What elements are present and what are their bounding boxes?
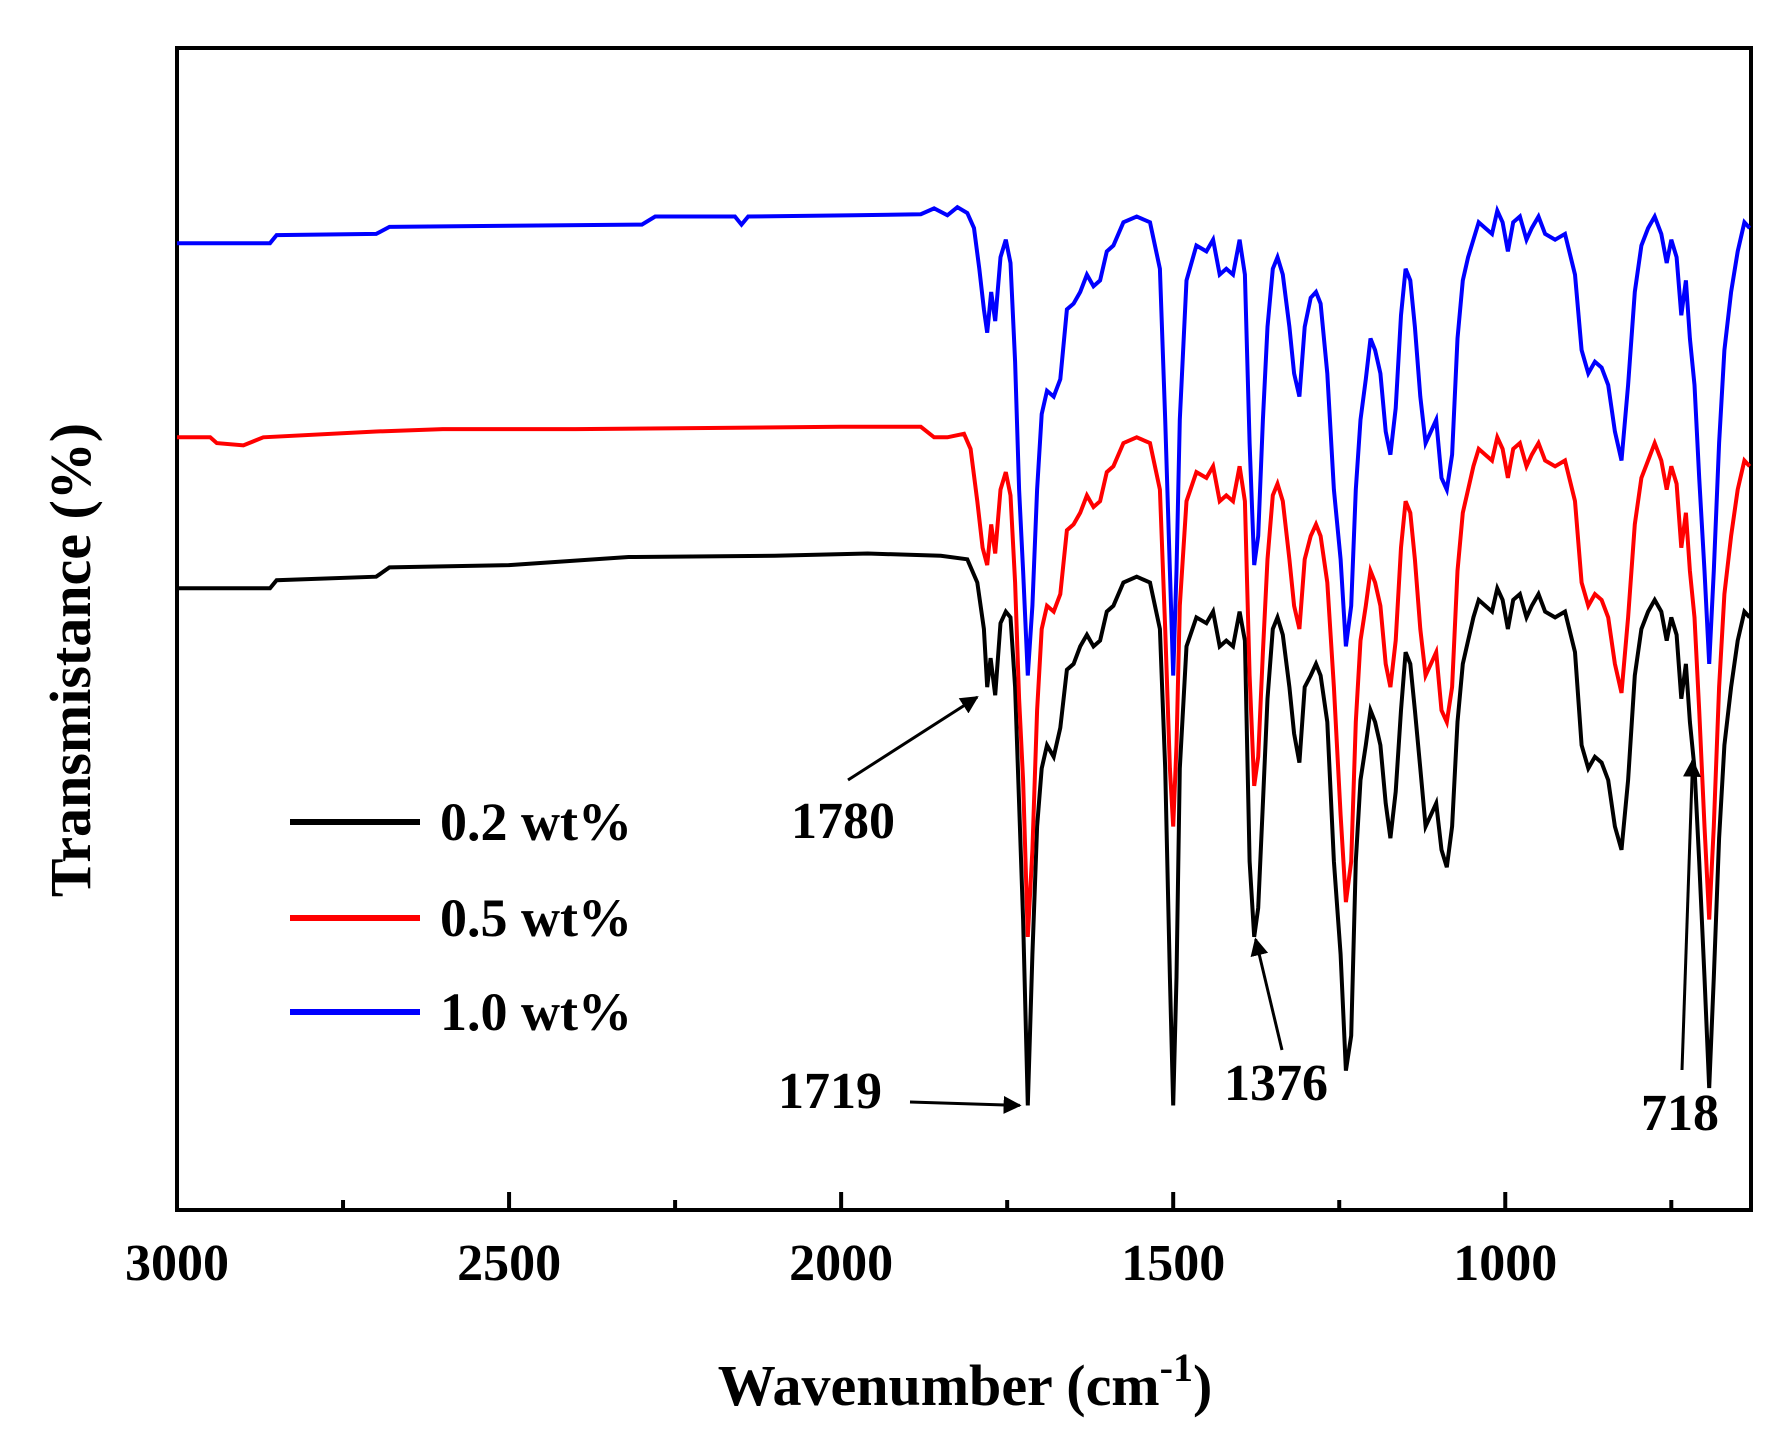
annotation-arrow-1376 bbox=[1250, 937, 1284, 1051]
annotation-arrow-1780 bbox=[847, 695, 979, 782]
x-axis-title: Wavenumber (cm-1) bbox=[718, 1345, 1213, 1418]
x-axis-title-main: Wavenumber (cm bbox=[718, 1353, 1160, 1418]
x-tick-label-3000: 3000 bbox=[125, 1235, 229, 1292]
series-line-0-5-wt bbox=[177, 424, 1752, 938]
annotation-arrow-1719 bbox=[909, 1095, 1022, 1114]
x-tick-label-2500: 2500 bbox=[457, 1235, 561, 1292]
plot-frame bbox=[175, 46, 1753, 1212]
annotation-arrow-718 bbox=[1680, 758, 1702, 1071]
peak-annotations: 1780 1719 1376 718 bbox=[778, 695, 1719, 1142]
annotation-label-718: 718 bbox=[1641, 1085, 1719, 1142]
series-line-0-2-wt bbox=[177, 551, 1752, 1106]
x-tick-label-1000: 1000 bbox=[1453, 1235, 1557, 1292]
legend-label-0-5-wt: 0.5 wt% bbox=[440, 888, 632, 948]
y-axis-title: Transmistance (%) bbox=[38, 423, 103, 897]
legend-label-1-0-wt: 1.0 wt% bbox=[440, 982, 632, 1042]
x-axis-ticks: 3000 2500 2000 1500 1000 bbox=[125, 1192, 1674, 1292]
annotation-label-1719: 1719 bbox=[778, 1063, 882, 1120]
series-line-1-0-wt bbox=[177, 204, 1752, 676]
x-tick-label-1500: 1500 bbox=[1121, 1235, 1225, 1292]
x-tick-label-2000: 2000 bbox=[789, 1235, 893, 1292]
annotation-label-1780: 1780 bbox=[791, 793, 895, 850]
legend-label-0-2-wt: 0.2 wt% bbox=[440, 792, 632, 852]
x-axis-title-superscript: -1 bbox=[1160, 1345, 1193, 1390]
x-axis-title-suffix: ) bbox=[1193, 1353, 1212, 1418]
annotation-label-1376: 1376 bbox=[1224, 1055, 1328, 1112]
legend: 0.2 wt% 0.5 wt% 1.0 wt% bbox=[290, 792, 632, 1042]
series-layer bbox=[177, 204, 1752, 1106]
